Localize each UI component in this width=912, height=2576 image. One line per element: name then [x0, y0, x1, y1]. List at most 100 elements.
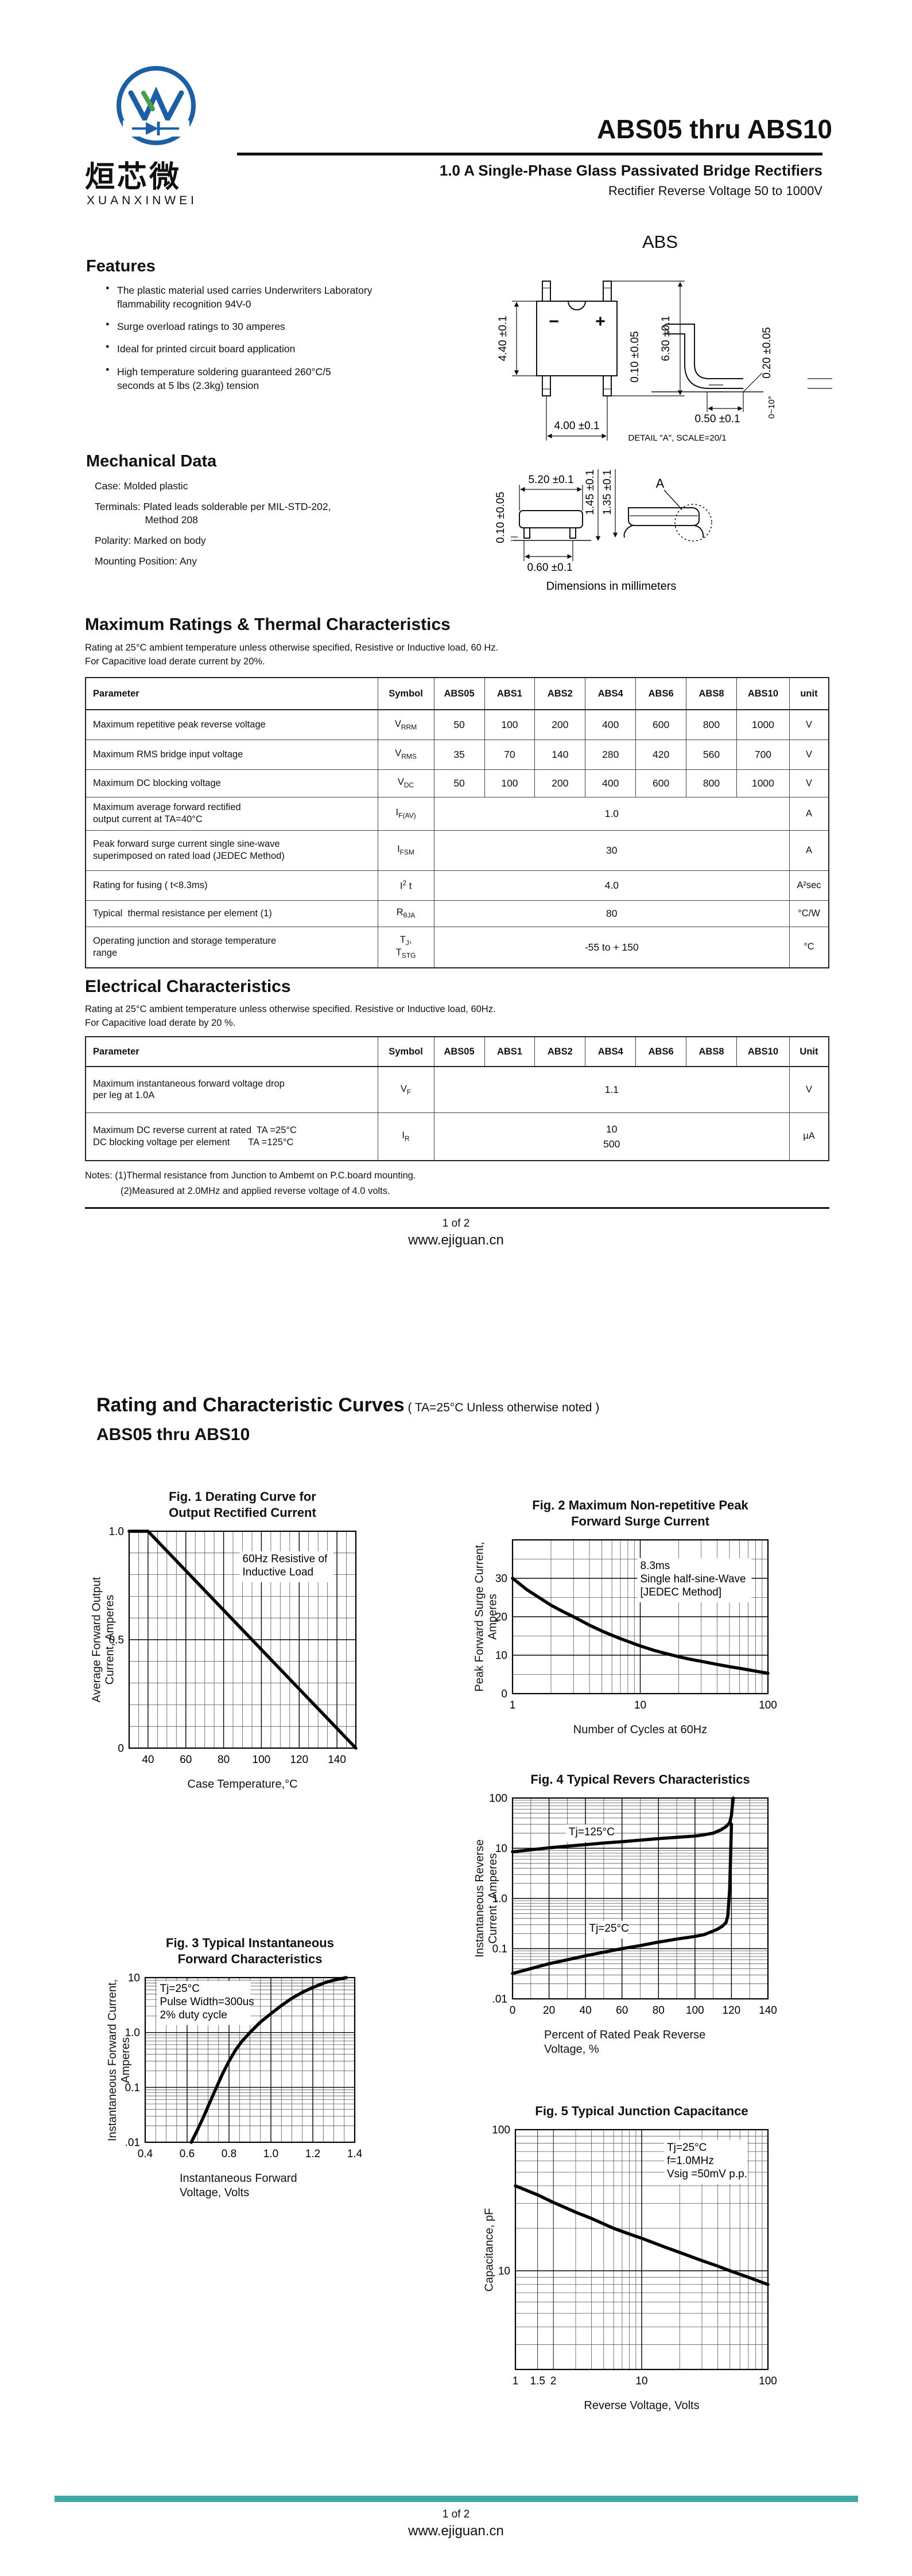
feature-item: High temperature soldering guaranteed 26…	[106, 365, 450, 392]
dim-label-010b: 0.10 ±0.05	[495, 492, 507, 543]
column-header: ABS4	[585, 1036, 637, 1067]
unit-cell: V	[789, 709, 829, 740]
x-tick-label: 60	[180, 1754, 192, 1766]
value-cell: 600	[635, 769, 687, 797]
tick-labels: 0.4 0.6 0.8 1.0 1.2 1.4 .01 0.1 1.0 10	[125, 1972, 363, 2161]
figure-title: Fig. 1 Derating Curve for Output Rectifie…	[169, 1489, 316, 1520]
symbol-cell: VF	[377, 1066, 434, 1113]
y-tick-label: 100	[489, 1793, 507, 1805]
x-tick-label: 80	[653, 2005, 665, 2017]
parameter-cell: Maximum average forward rectified output…	[85, 796, 378, 831]
figure-1: Fig. 1 Derating Curve for Output Rectifie…	[89, 1489, 365, 1792]
company-logo	[117, 66, 196, 145]
x-axis-label: Case Temperature,°C	[187, 1778, 298, 1791]
logo-monogram	[128, 86, 184, 125]
plot-border	[128, 1531, 357, 1749]
mech-item: Terminals: Plated leads solderable per M…	[95, 500, 331, 526]
symbol-cell: I2 t	[377, 870, 434, 901]
annotation: Tj=25°C	[160, 1983, 200, 1995]
symbol-cell: VDC	[377, 769, 434, 797]
figure-4: Fig. 4 Typical Revers Characteristics Ins…	[472, 1772, 777, 2057]
unit-cell: A	[789, 796, 829, 831]
ratings-subnote2: For Capacitive load derate current by 20…	[85, 656, 265, 667]
y-axis-label: Capacitance, pF	[483, 2208, 496, 2291]
feature-item: Surge overload ratings to 30 amperes	[106, 320, 450, 333]
column-header: ABS1	[484, 677, 535, 710]
doc-title: ABS05 thru ABS10	[597, 114, 832, 144]
value-cell: 1000	[736, 769, 790, 797]
parameter-cell: Maximum repetitive peak reverse voltage	[85, 709, 378, 740]
notes: Notes: (1)Thermal resistance from Juncti…	[85, 1168, 416, 1199]
annotation-bg	[239, 1551, 333, 1583]
parameter-cell: Maximum DC reverse current at rated TA =…	[85, 1112, 378, 1161]
curves-heading-note: ( TA=25°C Unless otherwise noted )	[404, 1401, 600, 1414]
mech-item: Polarity: Marked on body	[95, 534, 206, 546]
column-header: Unit	[789, 1036, 829, 1067]
plot-border	[511, 1539, 769, 1695]
figure-title: Fig. 4 Typical Revers Characteristics	[530, 1772, 750, 1787]
table-row: Maximum DC reverse current at rated TA =…	[85, 1112, 829, 1161]
column-header: ABS2	[534, 1036, 586, 1067]
dim-label-050: 0.50 ±0.1	[694, 413, 740, 425]
series-capacitance	[514, 2184, 770, 2286]
symbol-cell: IR	[377, 1112, 434, 1161]
annotation: 8.3ms	[641, 1560, 670, 1572]
annotation: 2% duty cycle	[160, 2009, 227, 2021]
x-tick-label: 100	[686, 2005, 704, 2017]
y-tick-label: 1.0	[492, 1893, 507, 1905]
symbol-cell: RθJA	[377, 900, 434, 927]
column-header: ABS05	[433, 677, 485, 710]
column-header: Parameter	[85, 677, 378, 710]
column-header: Symbol	[377, 677, 434, 710]
annotation-bg	[565, 1824, 613, 1843]
x-tick-label: 100	[759, 2375, 777, 2387]
package-perspective-view	[623, 489, 712, 542]
annotation-bg	[157, 1980, 251, 2025]
figure-title: Fig. 2 Maximum Non-repetitive Peak Forwar…	[532, 1498, 748, 1529]
dim-label-135: 1.35 ±0.1	[601, 469, 614, 515]
value-cell: 50	[433, 709, 485, 740]
x-tick-label: 0.8	[222, 2148, 236, 2160]
package-drawing: − + 4.40 ±0.1 6.30 ±0.1 4.00 ±0.1 0.10 ±…	[495, 281, 832, 593]
x-axis-label: Reverse Voltage, Volts	[584, 2399, 700, 2412]
table-row: Peak forward surge current single sine-w…	[85, 830, 829, 871]
electrical-table: Parameter Symbol ABS05 ABS1 ABS2 ABS4 ABS6 ABS8…	[85, 1036, 829, 1161]
y-tick-label: 0.5	[109, 1635, 124, 1647]
value-cell: 1.1	[433, 1066, 790, 1113]
series-tj125	[511, 1796, 735, 1854]
page2-page-number: 1 of 2	[442, 2508, 470, 2520]
x-tick-label: 120	[723, 2005, 741, 2017]
series-tj25	[511, 1823, 734, 1975]
x-tick-label: 140	[328, 1754, 346, 1766]
column-header: Parameter	[85, 1036, 378, 1067]
features-list: The plastic material used carries Underw…	[106, 283, 450, 401]
value-cell: 600	[635, 709, 687, 740]
table-row: Maximum DC blocking voltage VDC 50 100 200 40…	[85, 769, 829, 797]
dim-label-020: 0.20 ±0.05	[761, 327, 773, 379]
unit-cell: A²sec	[789, 870, 829, 901]
value-cell: 100	[484, 769, 535, 797]
x-tick-label: 10	[634, 1699, 646, 1711]
figure-3: Fig. 3 Typical Instantaneous Forward Char…	[105, 1935, 364, 2200]
x-axis-label: Instantaneous Forward Voltage, Volts	[180, 2172, 297, 2200]
plot-border	[144, 1977, 356, 2143]
annotation: Tj=25°C	[589, 1923, 629, 1935]
table-row: Maximum RMS bridge input voltage VRMS 35 70…	[85, 739, 829, 770]
page1-footer-rule	[85, 1207, 829, 1209]
page1-page-number: 1 of 2	[442, 1217, 470, 1229]
y-tick-label: 10	[495, 1650, 507, 1662]
annotation-bg	[637, 1558, 752, 1603]
table-row: Maximum repetitive peak reverse voltage V…	[85, 709, 829, 740]
dimensions-caption: Dimensions in millimeters	[546, 580, 677, 593]
value-cell: 35	[433, 739, 485, 770]
y-axis-label: Instantaneous Forward Current, Amperes	[106, 1979, 132, 2141]
tick-labels: 1 10 100 0 10 20 30	[495, 1573, 777, 1712]
mech-item: Case: Molded plastic	[95, 480, 188, 492]
detail-a-pointer-label: A	[656, 476, 665, 491]
electrical-heading: Electrical Characteristics	[85, 977, 291, 996]
x-tick-label: 0	[510, 2005, 516, 2017]
annotation: Single half-sine-Wave	[641, 1573, 746, 1585]
parameter-cell: Maximum instantaneous forward voltage dr…	[85, 1066, 378, 1113]
value-cell: 1.0	[433, 796, 790, 831]
company-name-cn: 烜芯微	[85, 161, 182, 194]
